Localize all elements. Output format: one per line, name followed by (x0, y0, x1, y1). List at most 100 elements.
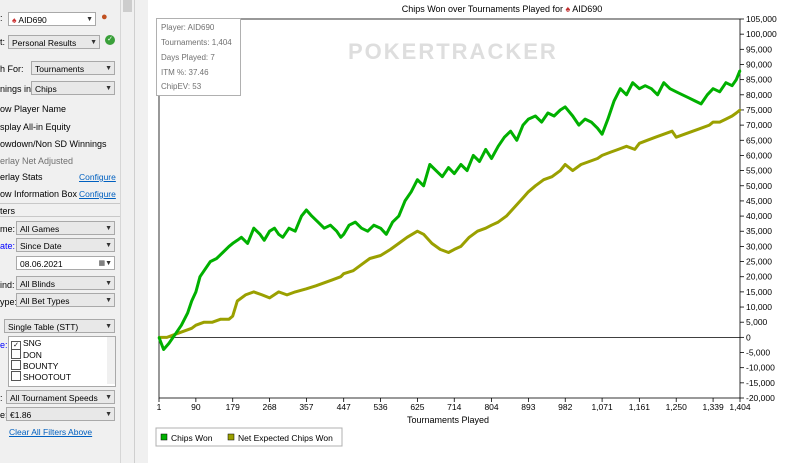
data-point-chips-won (496, 145, 500, 148)
watermark: POKERTRACKER (348, 39, 558, 64)
data-point-chips-won (366, 230, 369, 233)
data-point-expected-chips (430, 242, 434, 245)
data-point-expected-chips (711, 120, 715, 124)
option-info-box[interactable]: ow Information Box (0, 189, 78, 199)
list-item[interactable]: DON (11, 349, 42, 360)
data-point-chips-won (625, 93, 628, 97)
winnings-select[interactable]: Chips ▼ (31, 81, 115, 95)
legend-label-expected[interactable]: Net Expected Chips Won (238, 433, 333, 443)
data-point-expected-chips (422, 233, 425, 236)
y-tick-label: -15,000 (746, 378, 775, 388)
configure-overlay-stats-link[interactable]: Configure (79, 172, 116, 182)
data-point-expected-chips (190, 327, 193, 330)
data-point-expected-chips (600, 154, 604, 157)
bet-type-value: All Bet Types (20, 296, 70, 306)
data-point-chips-won (310, 214, 314, 218)
data-point-chips-won (157, 336, 161, 339)
data-point-chips-won (540, 120, 543, 124)
chevron-down-icon: ▼ (105, 280, 112, 287)
data-point-expected-chips (285, 293, 289, 297)
speed-select[interactable]: All Tournament Speeds ▼ (6, 390, 115, 404)
y-tick-label: 55,000 (746, 166, 772, 176)
option-showdown-winnings[interactable]: owdown/Non SD Winnings (0, 139, 107, 149)
data-point-expected-chips (683, 133, 686, 136)
user-icon[interactable]: ● (101, 11, 108, 23)
calendar-icon[interactable]: ▦▼ (98, 260, 112, 267)
tourney-type-list[interactable]: ✓ SNG DON BOUNTY SHOOTOUT (8, 336, 116, 387)
data-point-expected-chips (691, 129, 694, 133)
date-input[interactable]: 08.06.2021 ▦▼ (16, 256, 115, 270)
data-point-chips-won (162, 348, 165, 351)
y-tick-label: 30,000 (746, 241, 772, 251)
list-scrollbar[interactable] (107, 337, 115, 384)
data-point-chips-won (167, 342, 171, 345)
data-point-expected-chips (277, 290, 280, 294)
data-point-chips-won (596, 126, 599, 130)
data-point-chips-won (173, 333, 177, 336)
x-tick-label: 447 (337, 402, 351, 412)
x-tick-label: 1,339 (702, 402, 724, 412)
panel-scrollbar[interactable] (120, 0, 135, 463)
plot-frame (158, 18, 741, 399)
data-point-expected-chips (625, 145, 628, 148)
data-point-chips-won (281, 236, 285, 239)
checkbox-icon[interactable] (11, 349, 21, 359)
data-point-expected-chips (459, 245, 463, 248)
report-select[interactable]: Personal Results ▼ (8, 35, 100, 49)
data-point-chips-won (503, 136, 506, 139)
data-point-expected-chips (389, 248, 392, 251)
x-tick-label: 179 (226, 402, 240, 412)
data-point-expected-chips (564, 163, 567, 166)
scroll-thumb[interactable] (123, 0, 132, 12)
data-point-expected-chips (738, 108, 742, 112)
game-select[interactable]: All Games ▼ (16, 221, 115, 235)
x-tick-label: 804 (484, 402, 498, 412)
data-point-expected-chips (252, 290, 256, 294)
option-net-adjusted[interactable]: erlay Net Adjusted (0, 156, 74, 166)
option-overlay-stats[interactable]: erlay Stats (0, 172, 43, 182)
option-show-player-name[interactable]: ow Player Name (0, 104, 67, 114)
configure-info-box-link[interactable]: Configure (79, 189, 116, 199)
clear-filters-link[interactable]: Clear All Filters Above (9, 427, 93, 437)
table-type-select[interactable]: Single Table (STT) ▼ (4, 319, 115, 333)
blinds-select[interactable]: All Blinds ▼ (16, 276, 115, 290)
checkbox-icon[interactable] (11, 371, 21, 381)
buyin-select[interactable]: €1.86 ▼ (6, 407, 115, 421)
legend-label-chips-won[interactable]: Chips Won (171, 433, 213, 443)
refresh-icon[interactable]: ✓ (105, 35, 115, 45)
buyin-value: €1.86 (10, 410, 32, 420)
checkbox-icon[interactable] (11, 360, 21, 370)
graph-for-select[interactable]: Tournaments ▼ (31, 61, 115, 75)
y-tick-label: 100,000 (746, 29, 777, 39)
data-point-expected-chips (339, 275, 342, 278)
data-point-expected-chips (527, 190, 530, 194)
option-allin-equity[interactable]: splay All-in Equity (0, 122, 71, 132)
data-point-expected-chips (476, 230, 479, 233)
graph-for-value: Tournaments (35, 64, 85, 74)
data-point-expected-chips (202, 321, 206, 324)
data-point-expected-chips (730, 114, 734, 118)
data-point-chips-won (534, 114, 537, 118)
data-point-expected-chips (231, 314, 234, 318)
data-point-chips-won (638, 87, 641, 90)
x-tick-label: 1,071 (591, 402, 613, 412)
data-point-expected-chips (542, 178, 545, 181)
list-item[interactable]: BOUNTY (11, 360, 58, 371)
y-tick-label: -20,000 (746, 393, 775, 403)
y-tick-label: 10,000 (746, 302, 772, 312)
data-point-expected-chips (268, 296, 271, 300)
player-select[interactable]: ♠ AID690 ▼ (8, 12, 96, 26)
date-select[interactable]: Since Date ▼ (16, 238, 115, 252)
data-point-chips-won (643, 84, 647, 87)
list-item[interactable]: SHOOTOUT (11, 371, 71, 382)
y-tick-label: 0 (746, 332, 751, 342)
bet-type-select[interactable]: All Bet Types ▼ (16, 293, 115, 307)
data-point-chips-won (738, 69, 742, 72)
splitter[interactable] (134, 0, 149, 463)
data-point-expected-chips (596, 157, 599, 160)
y-tick-label: 105,000 (746, 14, 777, 24)
data-point-expected-chips (438, 248, 442, 251)
list-item[interactable]: ✓ SNG (11, 338, 41, 351)
data-point-chips-won (215, 257, 218, 260)
data-point-chips-won (434, 169, 438, 172)
